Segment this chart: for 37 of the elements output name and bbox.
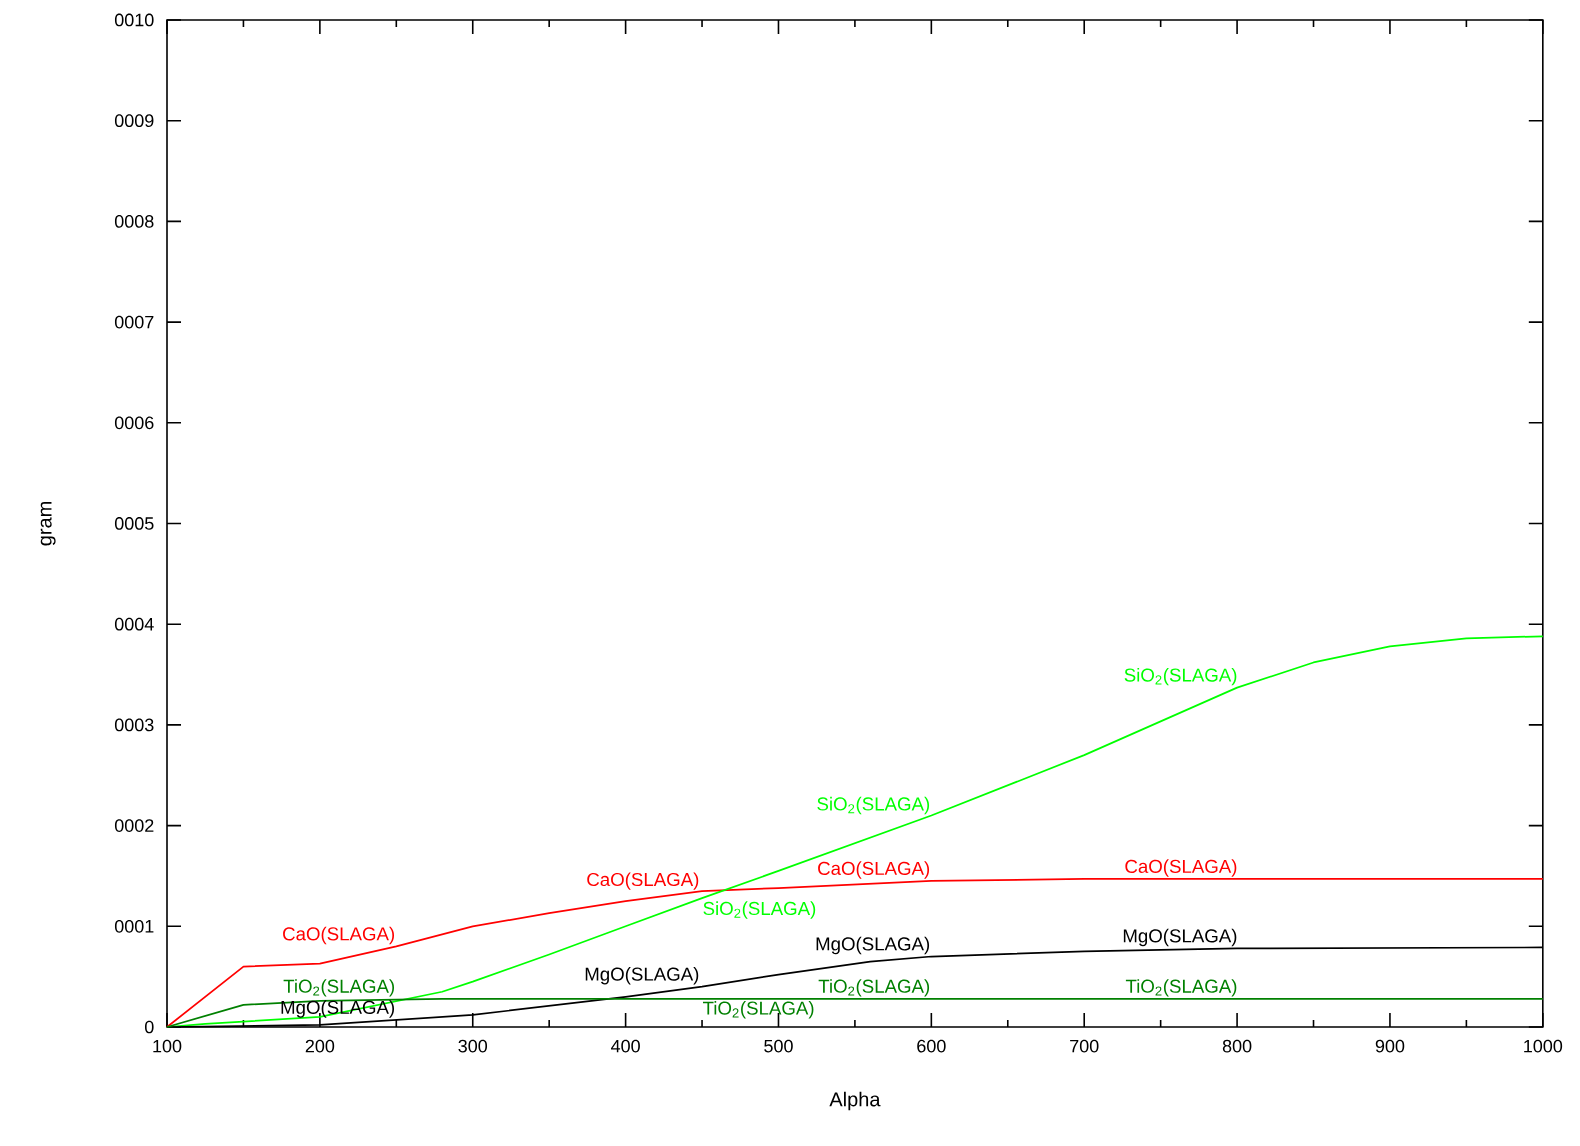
x-tick-label: 500	[764, 1039, 793, 1053]
y-tick-label: 0005	[114, 517, 154, 530]
y-tick-label: 0002	[114, 819, 154, 832]
y-tick-label: 0010	[114, 13, 154, 27]
y-tick-label: 0006	[114, 416, 154, 430]
annotation: TiO$_{2}$(SLAGA)	[1125, 979, 1237, 997]
y-tick-label: 0003	[114, 718, 154, 732]
annotation: CaO(SLAGA)	[818, 861, 930, 879]
x-tick-label: 700	[1070, 1039, 1099, 1053]
annotation: SiO$_{2}$(SLAGA)	[1124, 667, 1237, 686]
annotation: SiO$_{2}$(SLAGA)	[817, 796, 930, 815]
annotation: CaO(SLAGA)	[283, 926, 395, 945]
y-tick-label: 0	[144, 1020, 154, 1034]
x-tick-label: 300	[458, 1039, 488, 1053]
y-tick-label: 0009	[114, 114, 154, 128]
y-tick-label: 0008	[114, 215, 154, 228]
y-tick-label: 0004	[114, 617, 154, 631]
annotation: TiO$_{2}$(SLAGA)	[703, 1001, 814, 1019]
annotation: MgO(SLAGA)	[585, 967, 699, 985]
x-tick-label: 1000	[1524, 1039, 1563, 1053]
y-tick-label: 0001	[114, 919, 154, 933]
annotation: MgO(SLAGA)	[1123, 928, 1237, 947]
x-axis-title: Alpha	[829, 1091, 881, 1111]
x-tick-label: 900	[1375, 1039, 1405, 1053]
y-axis-title: gram	[40, 502, 56, 546]
x-tick-label: 200	[305, 1039, 335, 1053]
annotation: SiO$_{2}$(SLAGA)	[703, 901, 816, 919]
annotation: TiO$_{2}$(SLAGA)	[818, 979, 930, 997]
x-tick-label: 400	[611, 1039, 640, 1053]
annotation: CaO(SLAGA)	[587, 872, 699, 890]
annotation: CaO(SLAGA)	[1125, 859, 1237, 877]
x-tick-label: 800	[1222, 1039, 1252, 1053]
x-tick-label: 100	[153, 1039, 182, 1053]
annotation: MgO(SLAGA)	[816, 936, 930, 955]
y-tick-label: 0007	[114, 315, 154, 329]
annotation: TiO$_{2}$(SLAGA)	[283, 979, 395, 997]
x-tick-label: 600	[917, 1039, 946, 1053]
